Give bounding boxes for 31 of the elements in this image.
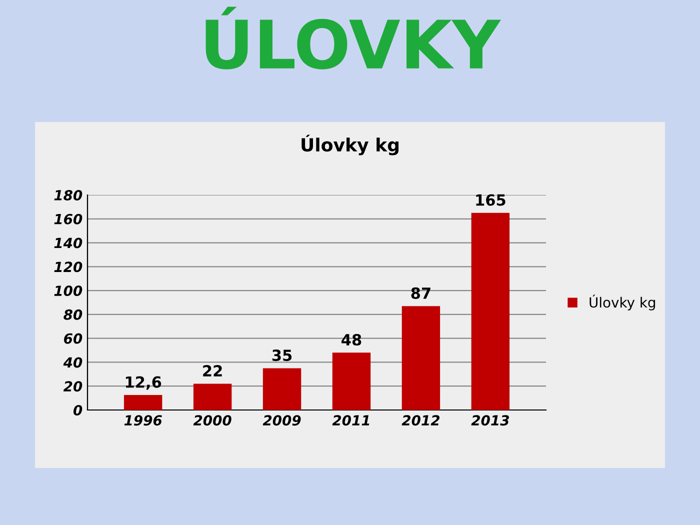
bar	[332, 352, 371, 410]
bar	[124, 394, 162, 410]
y-tick-label: 40	[63, 357, 82, 368]
chart-title: ÚLOVKY	[206, 6, 501, 70]
data-label: 35	[272, 350, 292, 362]
y-tick-label: 60	[64, 333, 82, 344]
y-tick-label: 80	[64, 309, 82, 320]
y-tick-label: 0	[73, 404, 82, 416]
x-tick-label: 2009	[262, 415, 301, 426]
y-tick-label: 140	[54, 238, 82, 248]
y-tick-label: 160	[54, 214, 82, 224]
x-tick-label: 2012	[402, 415, 440, 426]
y-tick-label: 100	[54, 286, 82, 296]
chart-subtitle: Úlovky kg	[302, 134, 398, 156]
y-tick-label: 120	[54, 262, 82, 272]
data-label: 12,6	[126, 376, 162, 390]
data-label: 48	[342, 334, 362, 346]
bar	[402, 306, 440, 410]
bar	[471, 212, 510, 410]
x-tick-label: 2013	[471, 415, 509, 426]
y-tick-label: 20	[63, 381, 82, 392]
bar	[262, 368, 302, 410]
data-label: 87	[411, 287, 430, 299]
x-tick-label: 1996	[124, 415, 162, 426]
x-tick-label: 2000	[193, 415, 232, 426]
y-tick-label: 180	[54, 190, 82, 200]
data-label: 165	[476, 194, 506, 206]
data-label: 22	[203, 365, 222, 376]
legend-label: Úlovky kg	[590, 294, 656, 310]
x-tick-label: 2011	[332, 415, 370, 426]
bar	[193, 384, 232, 410]
